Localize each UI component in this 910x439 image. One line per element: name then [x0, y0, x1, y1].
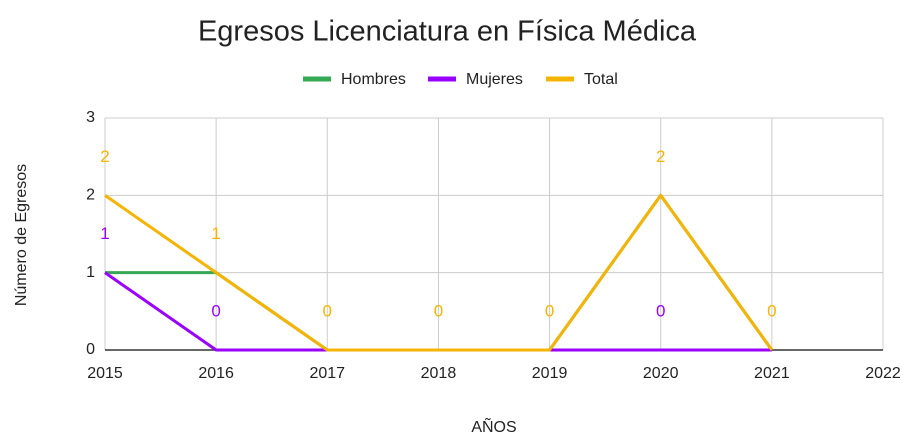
x-axis-title: AÑOS — [471, 416, 516, 436]
x-tick-label: 2020 — [643, 365, 679, 382]
y-axis-title: Número de Egresos — [13, 164, 30, 306]
data-label: 0 — [434, 301, 443, 320]
series-line — [104, 193, 774, 352]
y-tick-label: 3 — [86, 109, 95, 126]
x-tick-label: 2015 — [87, 365, 123, 382]
x-tick-label: 2022 — [865, 365, 901, 382]
data-label: 0 — [767, 301, 776, 320]
data-label: 0 — [545, 301, 554, 320]
data-label: 1 — [211, 224, 220, 243]
x-tick-label: 2016 — [198, 365, 234, 382]
x-tick-label: 2021 — [754, 365, 790, 382]
x-tick-label: 2019 — [532, 365, 568, 382]
data-label: 2 — [656, 147, 665, 166]
y-tick-label: 2 — [86, 187, 95, 204]
legend-label: Mujeres — [466, 71, 523, 88]
data-label: 0 — [323, 301, 332, 320]
data-label: 0 — [656, 301, 665, 320]
x-tick-label: 2017 — [309, 365, 345, 382]
legend-label: Total — [584, 71, 618, 88]
y-tick-label: 0 — [86, 341, 95, 358]
legend-label: Hombres — [341, 71, 406, 88]
chart-title: Egresos Licenciatura en Física Médica — [198, 16, 697, 48]
y-tick-label: 1 — [86, 264, 95, 281]
data-label: 1 — [100, 224, 109, 243]
x-tick-label: 2018 — [421, 365, 457, 382]
data-label: 0 — [211, 301, 220, 320]
data-label: 2 — [100, 147, 109, 166]
